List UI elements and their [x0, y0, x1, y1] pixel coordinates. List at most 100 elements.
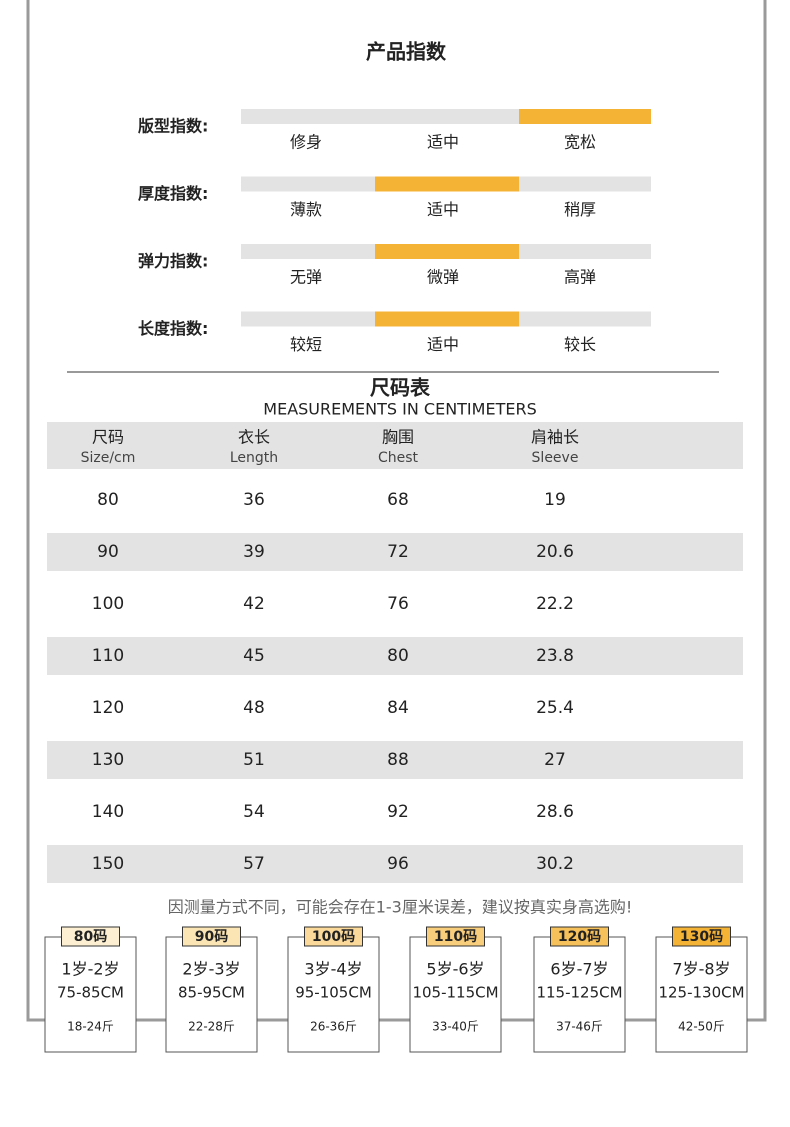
card-age: 1岁-2岁 [61, 960, 119, 979]
card-age: 3岁-4岁 [304, 960, 362, 979]
card-height: 105-115CM [412, 984, 498, 1002]
table-cell: 22.2 [536, 594, 574, 614]
column-header: 肩袖长 [531, 428, 579, 447]
index-option: 适中 [427, 335, 459, 354]
index-label: 弹力指数: [138, 252, 208, 271]
index-option: 适中 [427, 133, 459, 152]
row-stripe [47, 845, 743, 883]
note: 因测量方式不同，可能会存在1-3厘米误差，建议按真实身高选购! [168, 898, 633, 917]
row-stripe [47, 533, 743, 571]
table-cell: 25.4 [536, 698, 574, 718]
frame [26, 0, 767, 1022]
index-option: 较短 [290, 335, 322, 354]
table-cell: 100 [92, 594, 124, 614]
card-weight: 26-36斤 [310, 1020, 357, 1034]
size-card [533, 936, 626, 1053]
size-tag [304, 926, 363, 947]
table-cell: 76 [387, 594, 409, 614]
size-tag [426, 926, 485, 947]
index-option: 薄款 [290, 200, 322, 219]
card-weight: 33-40斤 [432, 1020, 479, 1034]
column-header: 衣长 [238, 428, 270, 447]
column-header-en: Size/cm [81, 450, 136, 466]
table-title: 尺码表 [370, 376, 431, 400]
tag-label: 100码 [312, 929, 355, 945]
table-cell: 80 [97, 490, 119, 510]
table-cell: 92 [387, 802, 409, 822]
column-header: 胸围 [382, 428, 414, 447]
index-label: 长度指数: [138, 319, 208, 338]
table-cell: 150 [92, 854, 124, 874]
table-cell: 130 [92, 750, 124, 770]
index-option: 微弹 [427, 268, 459, 287]
tag-label: 80码 [74, 929, 107, 945]
column-header-en: Length [230, 450, 278, 466]
card-height: 115-125CM [536, 984, 622, 1002]
card-age: 5岁-6岁 [426, 960, 484, 979]
table-cell: 42 [243, 594, 265, 614]
table-cell: 110 [92, 646, 124, 666]
table-cell: 54 [243, 802, 265, 822]
index-option: 较长 [564, 335, 596, 354]
card-height: 125-130CM [658, 984, 744, 1002]
index-segment [519, 311, 651, 327]
table-cell: 27 [544, 750, 566, 770]
index-option: 修身 [290, 133, 322, 152]
title: 产品指数 [366, 40, 447, 64]
index-highlight [375, 244, 519, 259]
card-height: 95-105CM [295, 984, 372, 1002]
size-card [44, 936, 137, 1053]
table-cell: 36 [243, 490, 265, 510]
card-weight: 42-50斤 [678, 1020, 725, 1034]
index-label: 版型指数: [137, 117, 208, 136]
table-cell: 20.6 [536, 542, 574, 562]
size-tag [672, 926, 731, 947]
table-cell: 80 [387, 646, 409, 666]
card-weight: 18-24斤 [67, 1020, 114, 1034]
table-cell: 88 [387, 750, 409, 770]
table-cell: 30.2 [536, 854, 574, 874]
table-cell: 28.6 [536, 802, 574, 822]
index-option: 适中 [427, 200, 459, 219]
index-label: 厚度指数: [138, 184, 208, 203]
tag-label: 120码 [558, 929, 601, 945]
index-segment [241, 244, 375, 259]
index-option: 无弹 [290, 268, 322, 287]
table-cell: 72 [387, 542, 409, 562]
table-cell: 84 [387, 698, 409, 718]
table-cell: 23.8 [536, 646, 574, 666]
table-cell: 51 [243, 750, 265, 770]
index-segment [241, 311, 375, 327]
card-age: 7岁-8岁 [672, 960, 730, 979]
size-tag [182, 926, 241, 947]
index-highlight [519, 109, 651, 124]
index-option: 高弹 [564, 268, 596, 287]
frame-line [26, 0, 767, 1022]
index-segment [519, 176, 651, 192]
column-header-en: Sleeve [532, 450, 579, 466]
table-cell: 57 [243, 854, 265, 874]
row-stripe [47, 741, 743, 779]
tag-label: 110码 [434, 929, 477, 945]
card-age: 6岁-7岁 [550, 960, 608, 979]
index-option: 宽松 [564, 133, 596, 152]
tag-label: 130码 [680, 929, 723, 945]
index-highlight [375, 176, 519, 192]
size-card [655, 936, 748, 1053]
card-weight: 37-46斤 [556, 1020, 603, 1034]
size-tag [61, 926, 120, 947]
table-cell: 68 [387, 490, 409, 510]
index-segment [519, 244, 651, 259]
size-tag [550, 926, 609, 947]
index-option: 稍厚 [564, 200, 596, 219]
table-cell: 48 [243, 698, 265, 718]
index-segment [241, 176, 375, 192]
table-cell: 140 [92, 802, 124, 822]
table-header-bg [47, 422, 743, 469]
index-segment [375, 109, 519, 124]
table-cell: 19 [544, 490, 566, 510]
table-cell: 120 [92, 698, 124, 718]
row-stripe [47, 637, 743, 675]
table-cell: 39 [243, 542, 265, 562]
